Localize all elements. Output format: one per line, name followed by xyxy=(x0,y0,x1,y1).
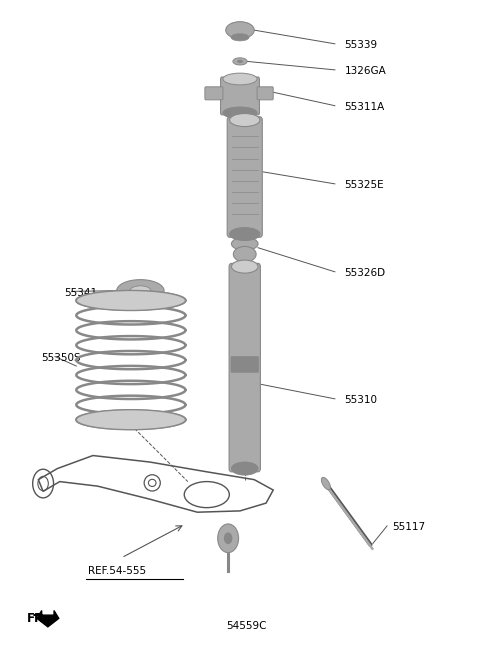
Ellipse shape xyxy=(223,107,257,119)
Text: 1326GA: 1326GA xyxy=(344,66,386,76)
Text: 55311A: 55311A xyxy=(344,102,384,112)
Ellipse shape xyxy=(130,286,151,296)
Text: 55117: 55117 xyxy=(392,522,425,532)
Text: 55326D: 55326D xyxy=(344,268,385,278)
Ellipse shape xyxy=(233,246,256,262)
Ellipse shape xyxy=(223,73,257,85)
Ellipse shape xyxy=(233,58,247,65)
Text: 55339: 55339 xyxy=(344,40,377,50)
Ellipse shape xyxy=(226,22,254,39)
Text: 55325E: 55325E xyxy=(344,180,384,190)
Ellipse shape xyxy=(231,237,258,250)
Ellipse shape xyxy=(231,260,258,273)
Circle shape xyxy=(224,532,232,544)
FancyBboxPatch shape xyxy=(231,357,259,373)
Ellipse shape xyxy=(229,227,260,240)
Ellipse shape xyxy=(231,34,249,41)
Text: REF.54-555: REF.54-555 xyxy=(88,566,146,576)
Ellipse shape xyxy=(236,261,253,274)
Polygon shape xyxy=(34,610,59,627)
Ellipse shape xyxy=(231,462,258,475)
Text: 55310: 55310 xyxy=(344,395,377,405)
Text: 55341: 55341 xyxy=(64,288,97,298)
Text: 54559C: 54559C xyxy=(226,622,266,631)
Ellipse shape xyxy=(322,478,330,489)
FancyBboxPatch shape xyxy=(220,77,260,115)
Ellipse shape xyxy=(76,290,185,311)
FancyBboxPatch shape xyxy=(205,87,223,100)
FancyBboxPatch shape xyxy=(257,87,273,100)
FancyBboxPatch shape xyxy=(227,117,262,237)
Ellipse shape xyxy=(237,60,243,63)
Ellipse shape xyxy=(117,280,164,302)
Text: FR.: FR. xyxy=(26,612,48,625)
Ellipse shape xyxy=(229,114,260,127)
Ellipse shape xyxy=(76,410,185,430)
Text: 55350S: 55350S xyxy=(41,353,80,363)
FancyBboxPatch shape xyxy=(229,263,261,472)
Circle shape xyxy=(218,524,239,553)
